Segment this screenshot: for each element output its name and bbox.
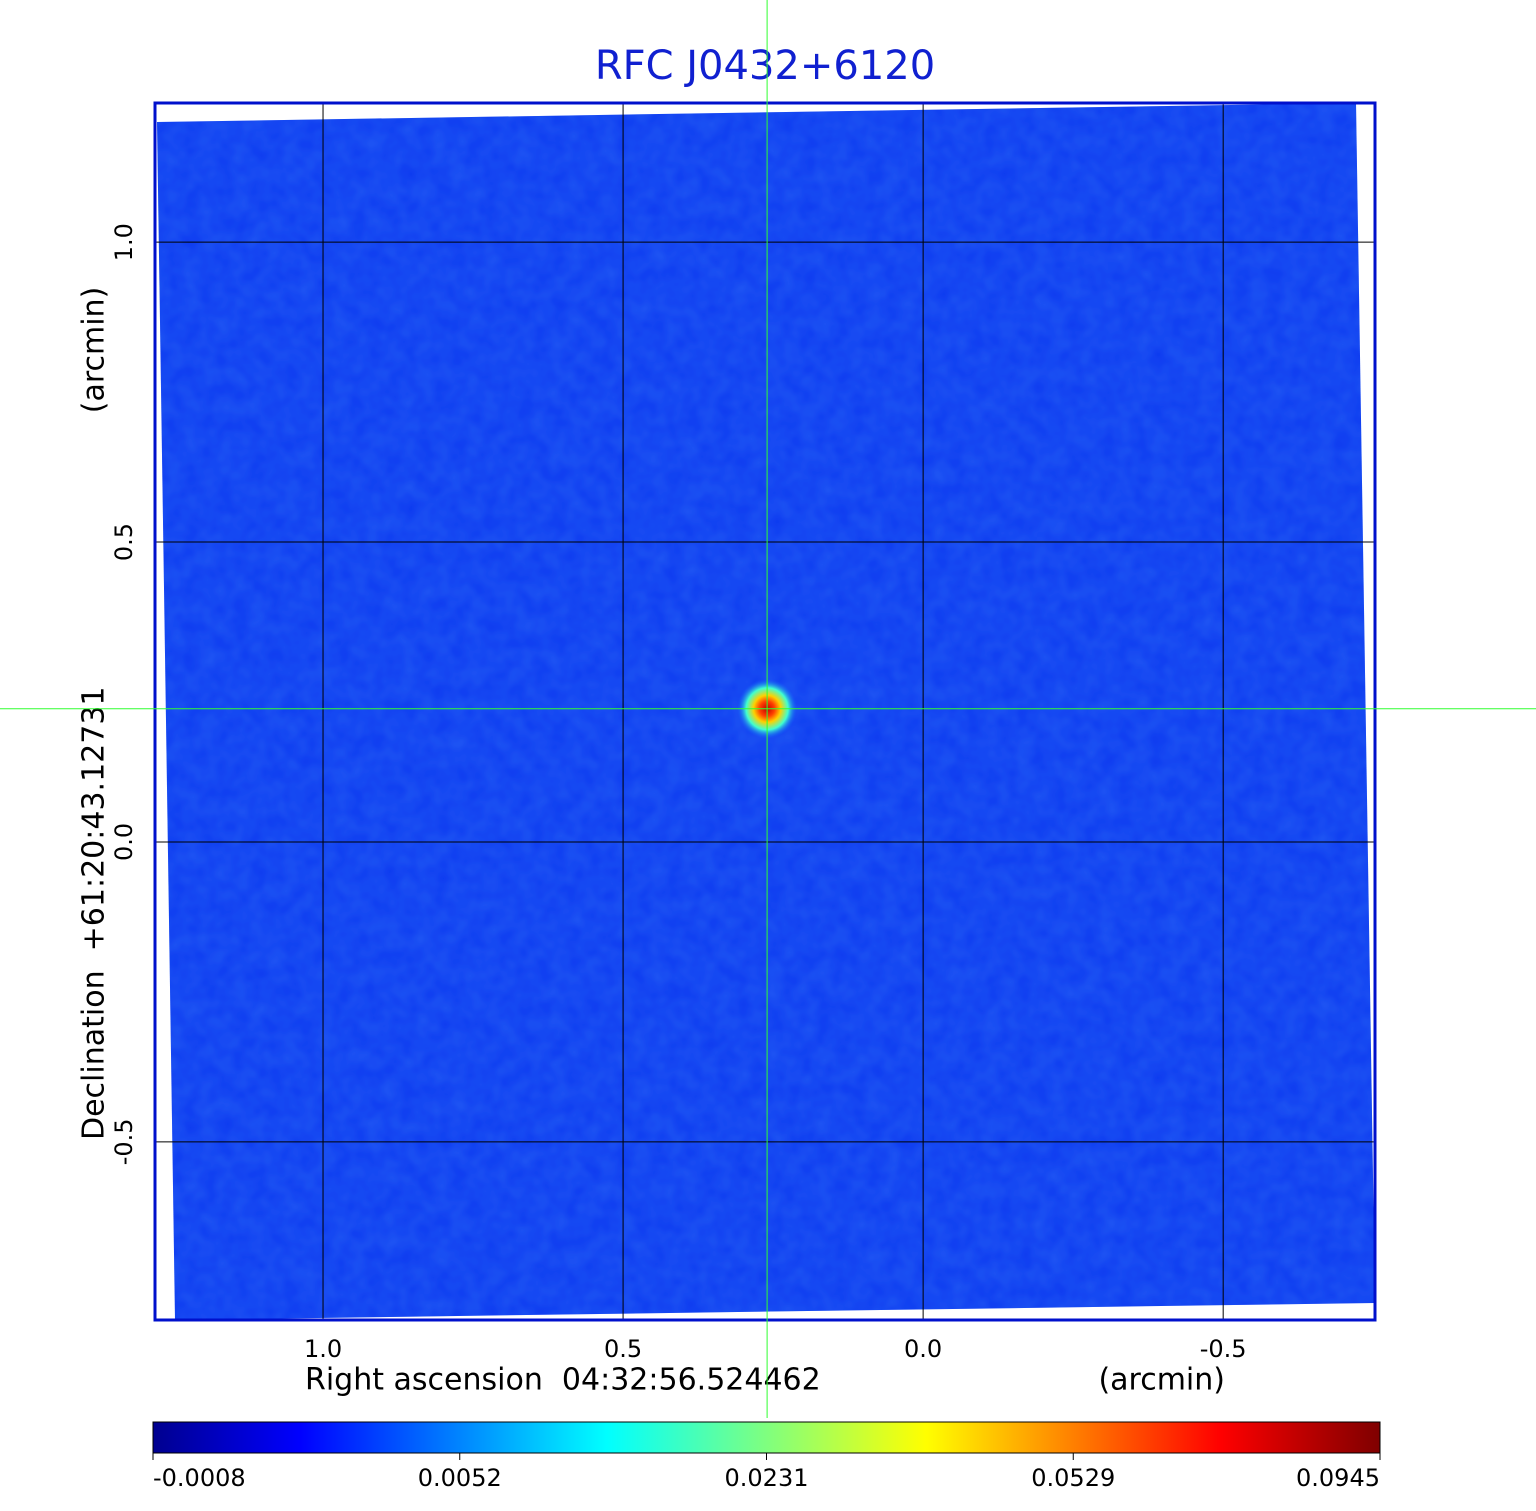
y-tick-label: 0.0 [110,823,138,861]
colorbar [152,1421,1381,1454]
x-axis-unit: (arcmin) [1098,1363,1225,1398]
y-tick-label: 0.5 [110,523,138,561]
y-axis-unit: (arcmin) [77,287,112,414]
colorbar-tick-label: 0.0529 [1031,1464,1115,1492]
colorbar-tick-label: 0.0231 [725,1464,809,1492]
chart-title: RFC J0432+6120 [595,43,935,89]
x-tick-label: -0.5 [1200,1335,1247,1363]
colorbar-tick-label: -0.0008 [153,1464,246,1492]
x-tick-label: 0.5 [604,1335,642,1363]
colorbar-tick-label: 0.0945 [1296,1464,1380,1492]
y-tick-label: -0.5 [110,1118,138,1165]
y-tick-label: 1.0 [110,223,138,261]
y-axis-label: Declination +61:20:43.12731 [77,686,112,1140]
colorbar-tick-label: 0.0052 [418,1464,502,1492]
x-axis-label: Right ascension 04:32:56.524462 [305,1363,821,1398]
frame [153,101,1377,1322]
x-tick-label: 0.0 [904,1335,942,1363]
x-tick-label: 1.0 [304,1335,342,1363]
